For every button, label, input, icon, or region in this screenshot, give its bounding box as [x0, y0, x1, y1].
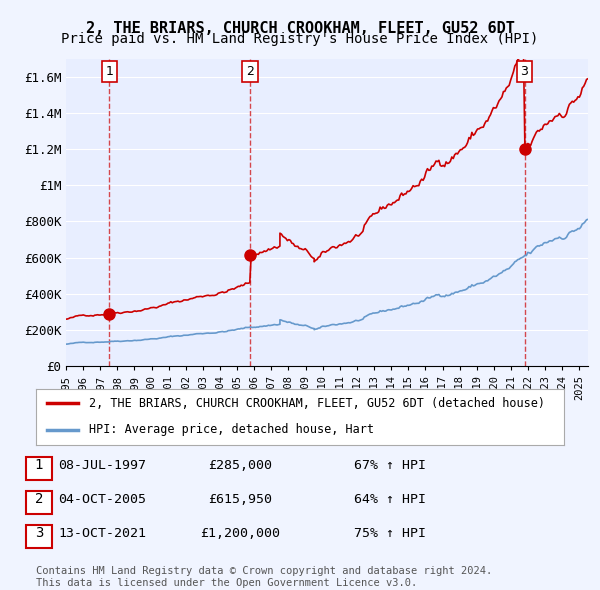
- Text: 13-OCT-2021: 13-OCT-2021: [58, 527, 146, 540]
- Text: 2, THE BRIARS, CHURCH CROOKHAM, FLEET, GU52 6DT: 2, THE BRIARS, CHURCH CROOKHAM, FLEET, G…: [86, 21, 514, 35]
- Text: £1,200,000: £1,200,000: [200, 527, 280, 540]
- Text: £285,000: £285,000: [208, 459, 272, 472]
- FancyBboxPatch shape: [26, 491, 52, 514]
- Text: 2: 2: [246, 65, 254, 78]
- Text: 1: 1: [35, 458, 43, 473]
- Text: 67% ↑ HPI: 67% ↑ HPI: [354, 459, 426, 472]
- Text: 04-OCT-2005: 04-OCT-2005: [58, 493, 146, 506]
- Text: Contains HM Land Registry data © Crown copyright and database right 2024.
This d: Contains HM Land Registry data © Crown c…: [36, 566, 492, 588]
- FancyBboxPatch shape: [26, 525, 52, 548]
- Text: 2, THE BRIARS, CHURCH CROOKHAM, FLEET, GU52 6DT (detached house): 2, THE BRIARS, CHURCH CROOKHAM, FLEET, G…: [89, 397, 545, 410]
- Text: 2: 2: [35, 493, 43, 506]
- Text: HPI: Average price, detached house, Hart: HPI: Average price, detached house, Hart: [89, 423, 374, 436]
- Text: 75% ↑ HPI: 75% ↑ HPI: [354, 527, 426, 540]
- FancyBboxPatch shape: [26, 457, 52, 480]
- Text: 08-JUL-1997: 08-JUL-1997: [58, 459, 146, 472]
- Text: £615,950: £615,950: [208, 493, 272, 506]
- Text: Price paid vs. HM Land Registry's House Price Index (HPI): Price paid vs. HM Land Registry's House …: [61, 32, 539, 47]
- Text: 3: 3: [521, 65, 529, 78]
- Text: 3: 3: [35, 526, 43, 540]
- Text: 1: 1: [106, 65, 113, 78]
- Text: 64% ↑ HPI: 64% ↑ HPI: [354, 493, 426, 506]
